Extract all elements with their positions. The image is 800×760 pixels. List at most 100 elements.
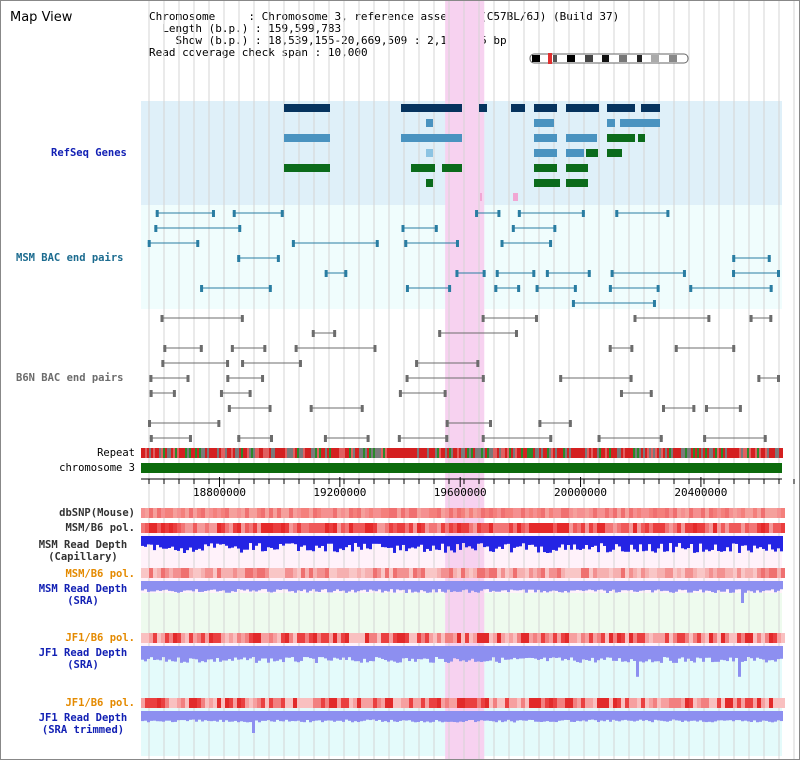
repeat-segment (639, 448, 641, 458)
msm-sra-depth-bar (723, 581, 726, 592)
repeat-segment (143, 448, 145, 458)
msm-pol-cell (653, 523, 657, 533)
jf1-sra-depth-bar (357, 646, 360, 662)
repeat-segment (319, 448, 321, 458)
jf1-pol-cell (757, 633, 761, 643)
msm-pol2-cell (573, 568, 577, 578)
msm-sra-depth-bar (669, 581, 672, 593)
jf1-sra-depth-bar (780, 646, 783, 659)
b6n-bac-pair-end (738, 405, 742, 412)
jf1-pol2-cell (433, 698, 437, 708)
jf1-trim-depth-bar (750, 711, 753, 723)
msm-bac-pair-end (777, 270, 780, 277)
msm-pol2-cell (381, 568, 385, 578)
msm-cap-depth-bar (174, 536, 177, 551)
dbsnp-cell (529, 508, 533, 518)
b6n-bac-pair-end (662, 405, 666, 412)
dbsnp-cell (621, 508, 625, 518)
msm-cap-depth-bar (747, 536, 750, 551)
ideogram-band (585, 55, 593, 62)
msm-cap-depth-bar (171, 536, 174, 547)
jf1-trim-depth-bar (654, 711, 657, 720)
jf1-sra-depth-bar (222, 646, 225, 661)
msm-pol-cell (661, 523, 665, 533)
msm-cap-depth-bar (768, 536, 771, 545)
jf1-pol2-cell (389, 698, 393, 708)
dbsnp-cell (413, 508, 417, 518)
jf1-pol-cell (453, 633, 457, 643)
msm-sra-depth-bar (276, 581, 279, 590)
jf1-pol2-cell (541, 698, 545, 708)
repeat-segment (753, 448, 755, 458)
jf1-pol2-cell (661, 698, 665, 708)
show-key: Show (b.p.) (175, 34, 249, 47)
msm-cap-depth-bar (612, 536, 615, 550)
repeat-segment (463, 448, 465, 458)
msm-pol2-cell (345, 568, 349, 578)
jf1-pol-cell (477, 633, 481, 643)
msm-pol2-cell (161, 568, 165, 578)
jf1-trim-depth-bar (234, 711, 237, 721)
jf1-trim-depth-bar (555, 711, 558, 723)
msm-pol2-cell (257, 568, 261, 578)
msm-cap-depth-bar (615, 536, 618, 545)
msm-pol-cell (573, 523, 577, 533)
dbsnp-cell (453, 508, 457, 518)
jf1-trim-depth-bar (321, 711, 324, 723)
msm-pol2-cell (293, 568, 297, 578)
jf1-sra-depth-bar (489, 646, 492, 661)
msm-pol-cell (177, 523, 181, 533)
repeat-segment (537, 448, 539, 458)
jf1-trim-depth-bar (663, 711, 666, 722)
repeat-segment (441, 448, 443, 458)
jf1-pol-cell (781, 633, 785, 643)
jf1-trim-depth-bar (582, 711, 585, 721)
msm-sra-depth-bar (588, 581, 591, 590)
msm-cap-depth-bar (726, 536, 729, 548)
jf1-pol2-cell (777, 698, 781, 708)
msm-cap-depth-bar (750, 536, 753, 553)
msm-cap-depth-bar (369, 536, 372, 550)
jf1-trim-depth-bar (498, 711, 501, 721)
jf1-pol-cell (337, 633, 341, 643)
jf1-trim-depth-bar (639, 711, 642, 720)
repeat-segment (453, 448, 455, 458)
jf1-pol-cell (365, 633, 369, 643)
jf1-trim-depth-bar (255, 711, 258, 721)
jf1-pol-cell (733, 633, 737, 643)
dbsnp-cell (177, 508, 181, 518)
msm-pol-cell (769, 523, 773, 533)
refseq-gene (534, 179, 560, 187)
dbsnp-cell (749, 508, 753, 518)
msm-sra-depth-bar (549, 581, 552, 592)
jf1-pol2-cell (481, 698, 485, 708)
msm-pol2-cell (377, 568, 381, 578)
msm-sra-depth-bar (603, 581, 606, 591)
repeat-segment (661, 448, 663, 458)
jf1-sra-depth-bar (384, 646, 387, 661)
jf1-pol2-cell (597, 698, 601, 708)
jf1-trim-depth-bar (600, 711, 603, 721)
jf1-trim-depth-bar (354, 711, 357, 722)
msm-pol-cell (341, 523, 345, 533)
msm-pol2-cell (389, 568, 393, 578)
msm-sra-depth-bar (516, 581, 519, 591)
jf1-trim-depth-bar (276, 711, 279, 720)
b6n-bac-pair-end (237, 435, 241, 442)
repeat-segment (669, 448, 671, 458)
msm-sra-depth-bar (561, 581, 564, 593)
repeat-segment (691, 448, 693, 458)
jf1-pol-cell (621, 633, 625, 643)
jf1-pol-cell (685, 633, 689, 643)
repeat-segment (423, 448, 425, 458)
msm-cap-depth-bar (333, 536, 336, 552)
msm-cap-depth-bar (234, 536, 237, 547)
jf1-pol-cell (185, 633, 189, 643)
msm-sra-depth-bar (333, 581, 336, 591)
jf1-trim-depth-bar (195, 711, 198, 722)
jf1-trim-depth-bar (657, 711, 660, 721)
msm-bac-pair-end (581, 210, 585, 217)
jf1-trim-depth-bar (225, 711, 228, 721)
